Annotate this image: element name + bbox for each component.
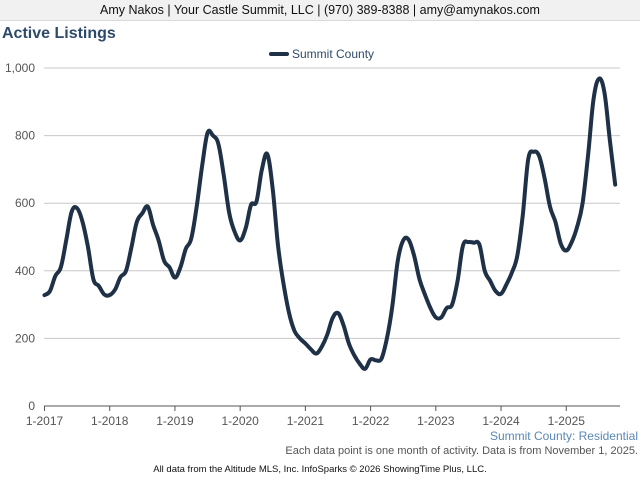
y-tick-label: 800 [15, 129, 35, 143]
source-label: Summit County: Residential [489, 429, 638, 443]
footer-note: Each data point is one month of activity… [285, 445, 638, 457]
series-line-summit-county [42, 76, 618, 371]
chart-title: Active Listings [2, 25, 116, 42]
x-tick-label: 1-2021 [287, 414, 325, 428]
y-tick-label: 1,000 [5, 61, 35, 75]
legend-label: Summit County [292, 47, 374, 61]
x-tick-label: 1-2024 [482, 414, 520, 428]
y-tick-label: 600 [15, 196, 35, 210]
x-tick-label: 1-2022 [352, 414, 390, 428]
x-tick-label: 1-2020 [221, 414, 259, 428]
x-tick-label: 1-2018 [91, 414, 129, 428]
x-tick-label: 1-2023 [417, 414, 455, 428]
x-tick-label: 1-2019 [156, 414, 194, 428]
header-contact-text: Amy Nakos | Your Castle Summit, LLC | (9… [100, 3, 540, 17]
y-tick-label: 200 [15, 331, 35, 345]
header-contact-bar: Amy Nakos | Your Castle Summit, LLC | (9… [0, 0, 640, 21]
y-tick-label: 0 [28, 399, 35, 413]
y-tick-label: 400 [15, 264, 35, 278]
footer-credit: All data from the Altitude MLS, Inc. Inf… [153, 464, 487, 475]
x-tick-label: 1-2017 [26, 414, 64, 428]
x-tick-label: 1-2025 [548, 414, 586, 428]
